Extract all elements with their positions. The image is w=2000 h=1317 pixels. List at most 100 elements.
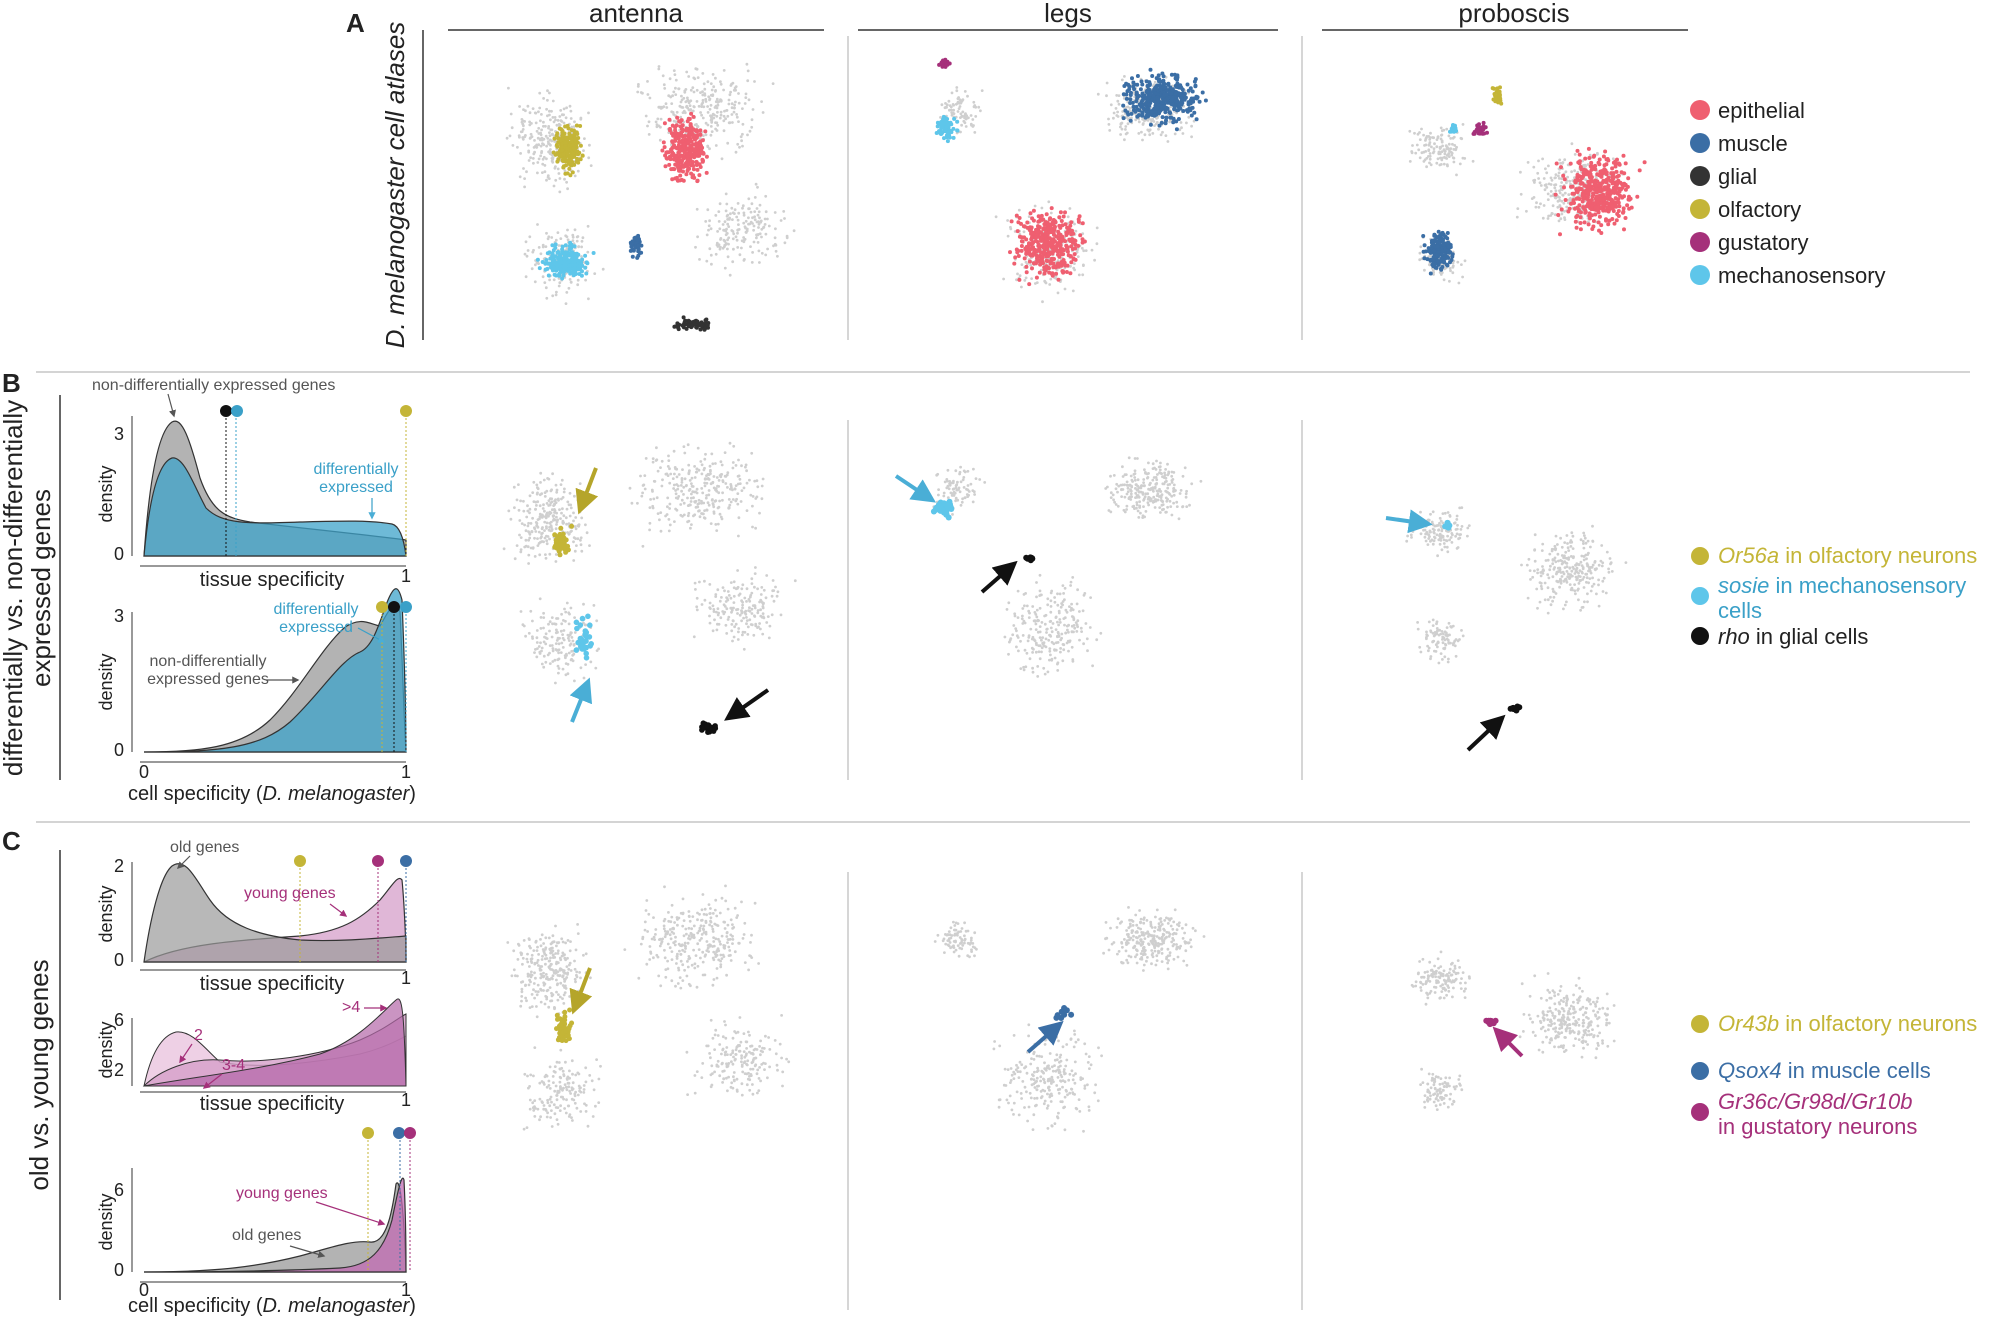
legend-a-label-epithelial: epithelial — [1718, 98, 1805, 123]
c2-anno-34-arrow — [202, 1073, 223, 1089]
umap-b-prob-rho — [1507, 703, 1523, 714]
umap-b-legs-gray-1 — [1104, 456, 1203, 521]
umap-c-prob-gray-3 — [1419, 1067, 1464, 1111]
c2-xlabel: tissue specificity — [200, 1093, 345, 1115]
c3-anno-young: young genes — [236, 1185, 328, 1202]
umap-a-antenna-gray-4 — [694, 182, 796, 277]
umap-b-prob-gray-3 — [1416, 618, 1465, 665]
b2-ytick-0: 0 — [114, 740, 124, 760]
b2-xlabel: cell specificity (D. melanogaster) — [128, 783, 416, 805]
c3-marker-yellow — [362, 1127, 374, 1139]
b1-anno-nde-arrow — [167, 393, 176, 418]
arrow-c-prob-gustatory — [1492, 1026, 1524, 1058]
panel-letter-b: B — [2, 368, 21, 398]
side-label-c: old vs. young genes — [24, 959, 54, 1190]
umap-b-antenna-or56a — [552, 523, 575, 558]
c3-xtick-0: 0 — [139, 1280, 149, 1300]
umap-c-legs-gray-2 — [992, 1023, 1103, 1133]
legend-a-dot-olfactory — [1690, 199, 1710, 219]
b2-anno-nde-1: non-differentially — [149, 653, 266, 670]
umap-b-antenna-gray-4 — [692, 566, 797, 651]
c1-ytick-2: 2 — [114, 856, 124, 876]
umap-b-legs-rho — [1023, 554, 1036, 564]
umap-a-prob-mechanosensory — [1448, 123, 1459, 134]
legend-a-dot-mechanosensory — [1690, 265, 1710, 285]
legend-c-label-or43b: Or43b in olfactory neurons — [1718, 1011, 1977, 1036]
arrow-b-prob-mechano — [1385, 509, 1433, 534]
umap-a-prob-gustatory — [1471, 120, 1489, 136]
column-separators — [847, 36, 1303, 1310]
density-plot-c1: 2 0 density tissue specificity 1 old gen… — [96, 839, 412, 995]
b2-marker-blue — [400, 601, 412, 613]
c1-anno-young: young genes — [244, 885, 336, 902]
c3-anno-young-arrow — [315, 1201, 386, 1226]
b2-anno-nde-2: expressed genes — [147, 671, 269, 688]
b2-xtick-1: 1 — [401, 762, 411, 782]
column-headers: antenna legs proboscis — [448, 0, 1688, 31]
b1-anno-de-2: expressed — [319, 479, 393, 496]
umap-a-prob-gray-2 — [1408, 123, 1475, 177]
c1-xlabel: tissue specificity — [200, 973, 345, 995]
legend-a-label-olfactory: olfactory — [1718, 197, 1801, 222]
c2-anno-2: 2 — [194, 1027, 203, 1044]
arrow-b-antenna-mechano — [569, 677, 593, 723]
c1-marker-yellow — [294, 855, 306, 867]
legend-b-label-sosie: sosie in mechanosensory — [1718, 573, 1966, 598]
column-title-legs: legs — [1044, 0, 1092, 28]
panel-letter-c: C — [2, 826, 21, 856]
umap-c-legs-gray-1 — [1102, 906, 1206, 972]
c1-anno-young-arrow — [329, 903, 348, 917]
c2-ylabel: density — [96, 1021, 116, 1078]
b2-anno-de-2: expressed — [279, 619, 353, 636]
side-label-a: D. melanogaster cell atlases — [380, 22, 410, 349]
c1-ytick-0: 0 — [114, 950, 124, 970]
umap-c-prob-gray-2 — [1410, 950, 1471, 1006]
c3-anno-old-arrow — [289, 1245, 326, 1258]
umap-b-prob-gray-1 — [1520, 524, 1628, 615]
umap-c-legs-qsox4 — [1053, 1005, 1075, 1021]
b2-marker-yellow — [376, 601, 388, 613]
legend-panel-b: Or56a in olfactory neurons sosie in mech… — [1691, 543, 1977, 649]
legend-a-label-mechanosensory: mechanosensory — [1718, 263, 1886, 288]
umap-b-antenna-rho — [699, 720, 719, 735]
legend-panel-a: epithelial muscle glial olfactory gustatory m… — [1690, 98, 1886, 288]
c2-anno-2-arrow — [179, 1043, 193, 1064]
b2-anno-de-arrow — [357, 627, 386, 643]
c3-marker-blue — [393, 1127, 405, 1139]
legend-b-label-rho: rho in glial cells — [1718, 624, 1868, 649]
umap-c-antenna-gray-4 — [685, 1014, 791, 1097]
c1-old-area — [143, 863, 407, 963]
umap-a-antenna-glial — [672, 315, 711, 332]
c1-marker-blue — [400, 855, 412, 867]
umap-b-legs-gray-3 — [932, 465, 987, 516]
c2-anno-4: >4 — [342, 999, 360, 1016]
umap-a-antenna-mechanosensory — [535, 240, 596, 281]
side-label-b-line1: differentially vs. non-differentially — [0, 400, 28, 776]
legend-a-label-gustatory: gustatory — [1718, 230, 1809, 255]
umap-c-antenna-or43b — [554, 1007, 575, 1044]
umap-a-antenna-gray-2 — [636, 62, 775, 163]
column-title-antenna: antenna — [589, 0, 684, 28]
arrow-b-antenna-olfactory — [575, 467, 599, 515]
umap-a-prob-muscle — [1421, 229, 1455, 276]
c2-age4-area — [143, 998, 407, 1087]
c1-anno-old-arrow — [176, 855, 191, 870]
legend-a-dot-muscle — [1690, 133, 1710, 153]
legend-c-dot-qsox4 — [1691, 1062, 1709, 1080]
b1-de-area — [143, 457, 407, 557]
legend-b-label-or56a: Or56a in olfactory neurons — [1718, 543, 1977, 568]
b1-marker-black — [220, 405, 232, 417]
b2-de-area — [143, 588, 407, 753]
umap-b-antenna-gray-1 — [502, 471, 592, 565]
arrow-c-antenna-olfactory — [569, 967, 593, 1015]
arrow-b-prob-glial — [1466, 714, 1506, 752]
legend-a-label-muscle: muscle — [1718, 131, 1788, 156]
c2-xtick-1: 1 — [401, 1090, 411, 1110]
umap-a-legs-gray-3 — [939, 86, 984, 135]
b2-ytick-3: 3 — [114, 606, 124, 626]
b1-xtick-1: 1 — [401, 566, 411, 586]
umap-a-prob-epithelial — [1553, 146, 1647, 237]
density-plot-c2: 6 2 density tissue specificity 1 2 3-4 >… — [96, 998, 411, 1115]
umap-a-legs-muscle — [1121, 67, 1208, 132]
